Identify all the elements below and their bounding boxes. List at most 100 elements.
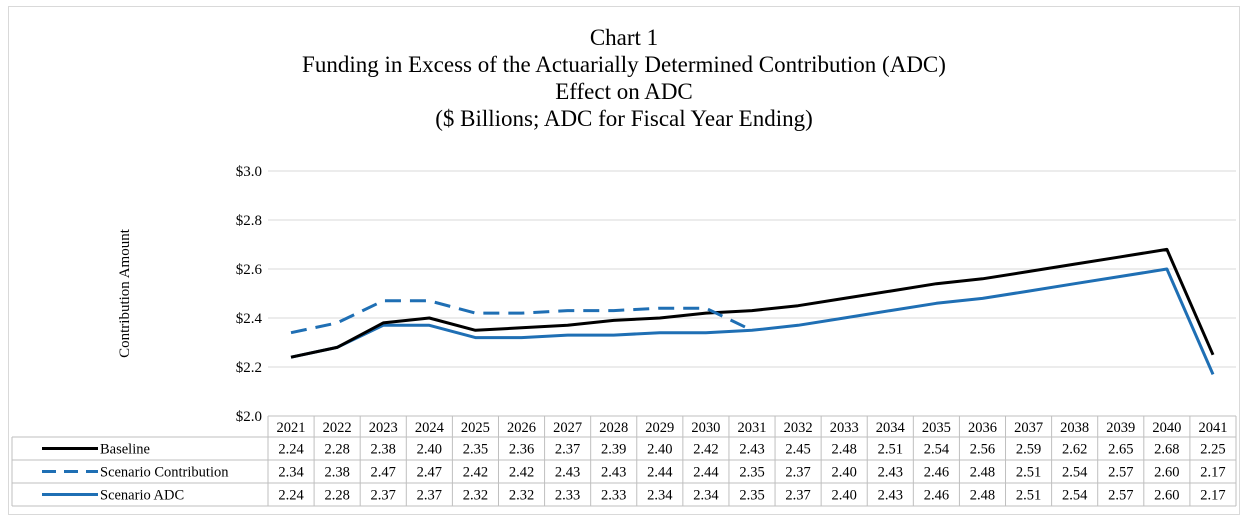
data-label: 2.48 — [832, 442, 857, 458]
data-label: 2.60 — [1154, 465, 1179, 481]
data-label: 2.60 — [1154, 488, 1179, 504]
data-label: 2.44 — [693, 465, 719, 481]
series-line-scenario-contribution — [290, 299, 753, 335]
series-line-scenario-adc — [290, 267, 1215, 376]
data-label: 2.56 — [970, 442, 995, 458]
data-label: 2.17 — [1200, 465, 1225, 481]
data-label: 2.47 — [371, 465, 396, 481]
data-label: 2.65 — [1108, 442, 1133, 458]
legend-label-baseline: Baseline — [100, 442, 150, 458]
x-category-2032: 2032 — [784, 420, 813, 436]
data-label: 2.51 — [1016, 488, 1041, 504]
y-tick-label: $3.0 — [236, 164, 262, 180]
data-label: 2.35 — [739, 465, 764, 481]
data-label: 2.45 — [785, 442, 810, 458]
x-category-2025: 2025 — [461, 420, 490, 436]
chart-title-line-1: Chart 1 — [590, 25, 658, 50]
data-label: 2.34 — [278, 465, 304, 481]
data-label: 2.59 — [1016, 442, 1041, 458]
chart-title-line-3: Effect on ADC — [555, 79, 693, 104]
data-label: 2.43 — [601, 465, 626, 481]
x-category-2033: 2033 — [830, 420, 859, 436]
data-label: 2.54 — [1062, 465, 1088, 481]
legend-label-scenario-contribution: Scenario Contribution — [100, 465, 229, 481]
data-label: 2.17 — [1200, 488, 1225, 504]
y-tick-label: $2.0 — [236, 409, 262, 425]
data-label: 2.37 — [785, 488, 810, 504]
data-label: 2.42 — [693, 442, 718, 458]
data-label: 2.35 — [463, 442, 488, 458]
y-tick-label: $2.6 — [236, 262, 263, 278]
y-tick-label: $2.8 — [236, 213, 262, 229]
data-label: 2.57 — [1108, 465, 1133, 481]
data-label: 2.46 — [924, 488, 949, 504]
x-category-2028: 2028 — [599, 420, 628, 436]
data-label: 2.40 — [417, 442, 442, 458]
data-label: 2.43 — [555, 465, 580, 481]
data-label: 2.48 — [970, 465, 995, 481]
data-label: 2.51 — [1016, 465, 1041, 481]
x-category-2029: 2029 — [645, 420, 674, 436]
data-label: 2.24 — [278, 488, 304, 504]
data-label: 2.35 — [739, 488, 764, 504]
chart-frame — [8, 6, 1240, 515]
data-label: 2.37 — [371, 488, 396, 504]
x-category-2030: 2030 — [691, 420, 720, 436]
data-label: 2.54 — [924, 442, 950, 458]
data-label: 2.32 — [463, 488, 488, 504]
x-category-2031: 2031 — [738, 420, 767, 436]
x-category-2026: 2026 — [507, 420, 536, 436]
y-tick-label: $2.2 — [236, 360, 262, 376]
x-category-2037: 2037 — [1014, 420, 1043, 436]
data-label: 2.34 — [693, 488, 719, 504]
data-label: 2.34 — [647, 488, 673, 504]
x-category-2024: 2024 — [415, 420, 445, 436]
data-label: 2.43 — [878, 488, 903, 504]
x-category-2040: 2040 — [1152, 420, 1181, 436]
series-line-baseline — [290, 247, 1215, 359]
x-category-2022: 2022 — [323, 420, 352, 436]
data-label: 2.36 — [509, 442, 534, 458]
x-category-2021: 2021 — [277, 420, 306, 436]
data-label: 2.33 — [601, 488, 626, 504]
chart-title-line-2: Funding in Excess of the Actuarially Det… — [302, 52, 946, 77]
x-category-2041: 2041 — [1198, 420, 1227, 436]
data-label: 2.40 — [832, 465, 857, 481]
data-label: 2.44 — [647, 465, 673, 481]
x-category-2034: 2034 — [876, 420, 906, 436]
data-label: 2.24 — [278, 442, 304, 458]
chart-title-line-4: ($ Billions; ADC for Fiscal Year Ending) — [435, 106, 813, 131]
data-label: 2.37 — [417, 488, 442, 504]
data-label: 2.46 — [924, 465, 949, 481]
data-label: 2.48 — [970, 488, 995, 504]
legend-label-scenario-adc: Scenario ADC — [100, 488, 184, 504]
data-label: 2.33 — [555, 488, 580, 504]
x-category-2039: 2039 — [1106, 420, 1135, 436]
data-label: 2.28 — [324, 488, 349, 504]
data-label: 2.43 — [739, 442, 764, 458]
x-category-2036: 2036 — [968, 420, 997, 436]
data-label: 2.47 — [417, 465, 442, 481]
y-tick-label: $2.4 — [236, 311, 263, 327]
data-label: 2.39 — [601, 442, 626, 458]
data-label: 2.25 — [1200, 442, 1225, 458]
data-label: 2.38 — [371, 442, 396, 458]
data-label: 2.37 — [555, 442, 580, 458]
data-label: 2.42 — [463, 465, 488, 481]
data-label: 2.54 — [1062, 488, 1088, 504]
data-label: 2.37 — [785, 465, 810, 481]
data-label: 2.40 — [832, 488, 857, 504]
x-category-2038: 2038 — [1060, 420, 1089, 436]
data-label: 2.40 — [647, 442, 672, 458]
data-label: 2.28 — [324, 442, 349, 458]
x-category-2027: 2027 — [553, 420, 582, 436]
data-label: 2.38 — [324, 465, 349, 481]
x-category-2023: 2023 — [369, 420, 398, 436]
data-label: 2.43 — [878, 465, 903, 481]
data-label: 2.57 — [1108, 488, 1133, 504]
data-label: 2.51 — [878, 442, 903, 458]
data-label: 2.62 — [1062, 442, 1087, 458]
y-axis-label: Contribution Amount — [117, 228, 133, 358]
data-label: 2.32 — [509, 488, 534, 504]
